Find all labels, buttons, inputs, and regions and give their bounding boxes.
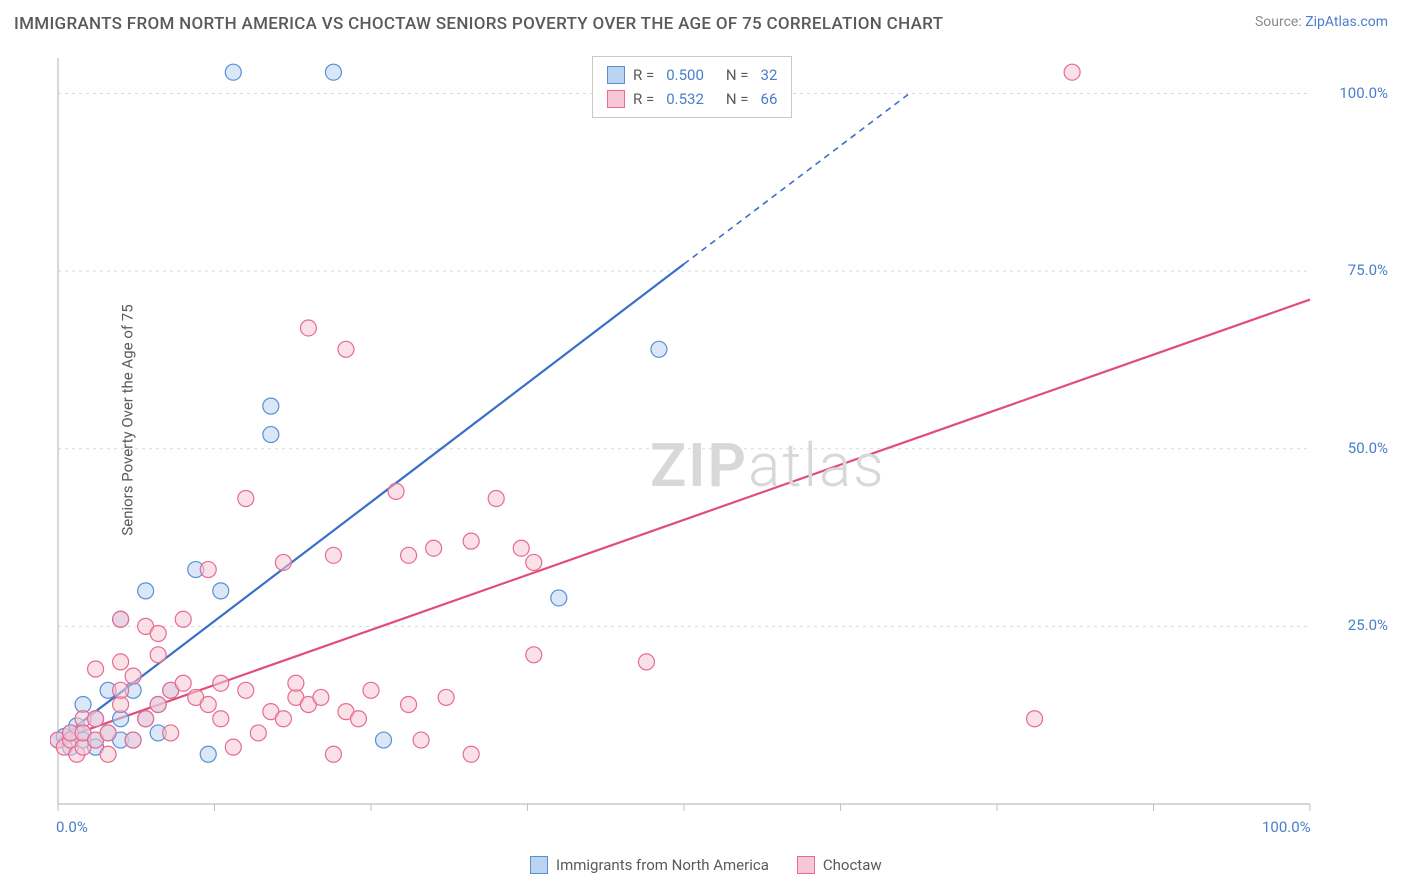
legend-swatch [607, 66, 625, 84]
legend-swatch [797, 856, 815, 874]
legend-series-label: Choctaw [823, 856, 882, 874]
legend-r-label: R = [633, 66, 654, 84]
legend-swatch [530, 856, 548, 874]
legend-item: Choctaw [797, 856, 882, 874]
legend-r-label: R = [633, 90, 654, 108]
legend-row: R = 0.500 N = 32 [607, 63, 777, 87]
legend-r-value: 0.532 [666, 90, 704, 108]
legend-item: Immigrants from North America [530, 856, 769, 874]
legend-row: R = 0.532 N = 66 [607, 87, 777, 111]
legend-swatch [607, 90, 625, 108]
x-tick-label: 100.0% [1262, 818, 1311, 836]
y-tick-label: 25.0% [1348, 616, 1388, 634]
y-tick-label: 75.0% [1348, 261, 1388, 279]
x-tick-label: 0.0% [56, 818, 88, 836]
legend-n-value: 32 [761, 66, 778, 84]
legend-n-label: N = [726, 66, 749, 84]
legend-r-value: 0.500 [666, 66, 704, 84]
scatter-plot [50, 50, 1370, 840]
source-link[interactable]: ZipAtlas.com [1305, 14, 1388, 30]
source-attribution: Source: ZipAtlas.com [1255, 14, 1388, 30]
y-tick-label: 100.0% [1339, 84, 1388, 102]
chart-area: R =0.500N =32R =0.532N =66 ZIPatlas [50, 50, 1370, 840]
chart-title: IMMIGRANTS FROM NORTH AMERICA VS CHOCTAW… [14, 14, 943, 34]
y-tick-label: 50.0% [1348, 439, 1388, 457]
legend-series-label: Immigrants from North America [556, 856, 769, 874]
source-label: Source: [1255, 14, 1305, 30]
correlation-legend: R = 0.500 N = 32 R = 0.532 N = 66 [592, 56, 792, 118]
legend-n-label: N = [726, 90, 749, 108]
legend-n-value: 66 [761, 90, 778, 108]
series-legend: Immigrants from North America Choctaw [530, 856, 882, 874]
